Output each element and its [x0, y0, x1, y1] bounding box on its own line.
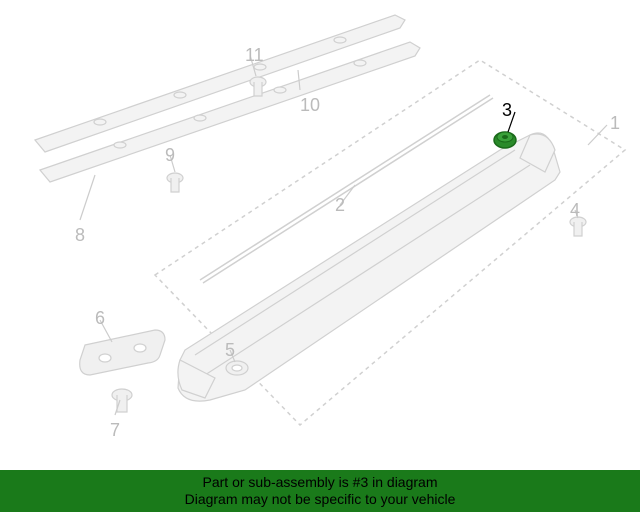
parts-diagram — [0, 0, 640, 470]
caption-line-1: Part or sub-assembly is #3 in diagram — [203, 474, 438, 491]
upper-rail-bottom — [40, 42, 420, 182]
callout-1: 1 — [610, 113, 620, 134]
grommet-5 — [226, 361, 248, 375]
highlighted-part-3 — [494, 132, 516, 148]
callout-8: 8 — [75, 225, 85, 246]
callout-9: 9 — [165, 145, 175, 166]
caption-bar: Part or sub-assembly is #3 in diagram Di… — [0, 470, 640, 512]
callout-11: 11 — [245, 45, 264, 66]
caption-line-2: Diagram may not be specific to your vehi… — [185, 491, 456, 508]
callout-3: 3 — [502, 100, 512, 121]
bolt-9 — [167, 173, 183, 192]
diagram-svg — [0, 0, 640, 470]
callout-7: 7 — [110, 420, 120, 441]
callout-4: 4 — [570, 200, 580, 221]
bolt-7 — [112, 389, 132, 412]
callout-10: 10 — [300, 95, 320, 116]
callout-2: 2 — [335, 195, 345, 216]
bracket-6 — [80, 330, 165, 375]
upper-rail-top — [35, 15, 405, 152]
callout-6: 6 — [95, 308, 105, 329]
callout-5: 5 — [225, 340, 235, 361]
